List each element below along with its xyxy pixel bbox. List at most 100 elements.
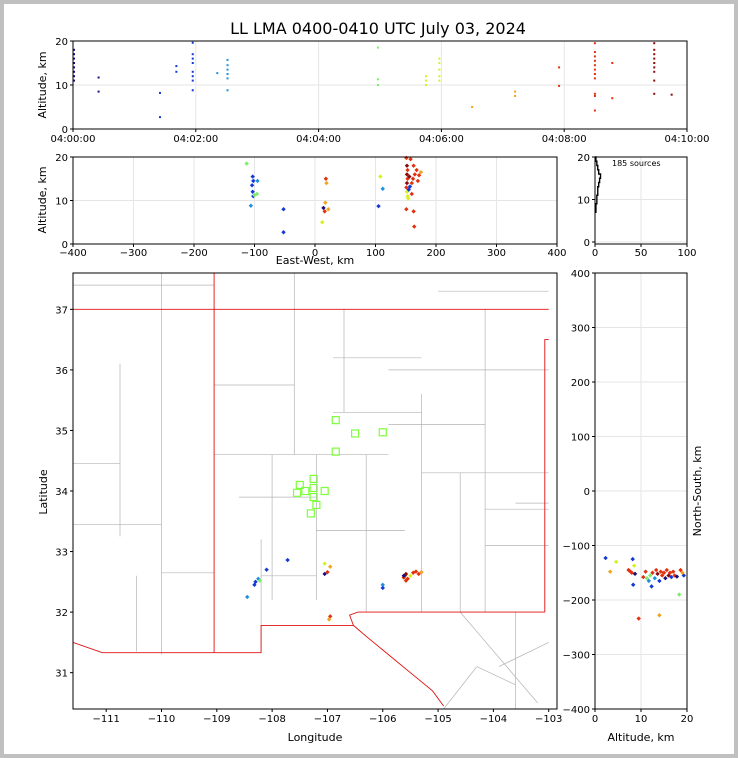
county-line <box>459 611 538 704</box>
source-point <box>672 573 677 578</box>
plan-view-map: −111 −110 −109 −108 −107 −106 −105 −104 −103 31 32… <box>37 272 562 744</box>
station-marker <box>295 480 304 490</box>
tick-label: 50 <box>635 248 648 259</box>
source-point <box>323 200 328 205</box>
tick-label: 33 <box>55 548 68 559</box>
figure-title: LL LMA 0400-0410 UTC July 03, 2024 <box>230 19 526 38</box>
source-point <box>321 205 326 211</box>
source-point <box>191 41 194 44</box>
altitude-time-panel: 04:00:00 04:02:00 04:04:00 04:06:00 04:08:00… <box>36 37 709 145</box>
source-point <box>425 75 428 78</box>
source-point <box>281 230 286 235</box>
source-point <box>376 46 379 49</box>
p5-xlabel: Altitude, km <box>607 731 674 744</box>
source-point <box>408 573 413 578</box>
source-point <box>404 163 410 168</box>
source-point <box>607 569 613 574</box>
source-point <box>376 78 379 81</box>
histogram-annotation: 185 sources <box>612 159 661 168</box>
source-point <box>257 578 263 583</box>
source-point <box>412 224 417 229</box>
source-point <box>322 561 327 566</box>
source-point <box>646 578 652 584</box>
state-border <box>349 611 545 626</box>
source-point <box>380 585 385 591</box>
source-point <box>378 174 383 179</box>
source-point <box>671 569 676 574</box>
source-point <box>322 571 327 577</box>
source-point <box>558 84 561 87</box>
source-point <box>653 79 656 82</box>
source-point <box>281 207 286 212</box>
tick-label: 10 <box>55 81 68 92</box>
source-point <box>657 578 662 584</box>
station-marker <box>292 488 302 497</box>
p2-xlabel: East-West, km <box>276 254 354 267</box>
source-point <box>593 92 596 95</box>
source-point <box>636 616 641 621</box>
station-marker <box>320 486 329 496</box>
figure-frame: LL LMA 0400-0410 UTC July 03, 2024 04:00… <box>4 4 734 754</box>
source-point <box>191 53 194 56</box>
source-point <box>252 193 257 198</box>
source-point <box>175 65 178 68</box>
source-point <box>611 97 614 100</box>
source-point <box>632 571 638 577</box>
source-point <box>630 582 636 587</box>
tick-label: 10 <box>635 714 648 725</box>
station-marker <box>331 416 340 425</box>
altitude-east-west-panel: −400 −300 −200 −100 0 100 200 300 400 0 10 20 East-… <box>36 153 567 267</box>
p2-ylabel: Altitude, km <box>36 166 49 233</box>
source-point <box>191 57 194 60</box>
source-point <box>653 70 656 73</box>
tick-label: −300 <box>563 651 590 662</box>
station-marker <box>378 428 387 437</box>
source-point <box>681 573 686 578</box>
source-point <box>438 57 441 60</box>
tick-label: −108 <box>258 714 285 725</box>
source-point <box>322 209 327 214</box>
tick-label: 04:06:00 <box>419 134 464 145</box>
source-point <box>404 155 409 161</box>
source-point <box>670 93 673 96</box>
source-point <box>593 64 596 67</box>
source-point <box>603 555 608 561</box>
source-point <box>657 613 662 618</box>
source-point <box>653 42 656 45</box>
source-point <box>73 70 76 73</box>
station-marker <box>351 429 360 438</box>
source-point <box>630 556 635 562</box>
source-point <box>409 191 414 197</box>
source-point <box>97 90 100 93</box>
tick-label: 0 <box>62 240 68 251</box>
tick-label: 20 <box>577 153 590 164</box>
source-point <box>416 571 421 577</box>
tick-label: 36 <box>55 366 68 377</box>
source-point <box>613 559 619 565</box>
source-point <box>404 180 410 186</box>
source-point <box>73 66 76 69</box>
state-border <box>544 339 549 613</box>
tick-label: 100 <box>366 248 385 259</box>
source-point <box>326 617 332 622</box>
tick-label: 10 <box>577 196 590 207</box>
source-point <box>405 176 410 181</box>
source-point <box>405 167 410 173</box>
state-border <box>353 625 444 707</box>
source-point <box>649 584 654 589</box>
source-point <box>403 571 409 577</box>
tick-label: −105 <box>424 714 451 725</box>
p1-ylabel: Altitude, km <box>36 51 49 118</box>
source-point <box>411 209 416 214</box>
tick-label: −100 <box>241 248 268 259</box>
source-point <box>514 95 517 97</box>
source-point <box>653 62 656 64</box>
source-point <box>648 573 653 578</box>
lma-figure: LL LMA 0400-0410 UTC July 03, 2024 04:00… <box>36 19 709 744</box>
source-point <box>438 62 441 64</box>
source-point <box>415 178 421 184</box>
source-point <box>226 89 229 92</box>
source-point <box>653 57 656 60</box>
source-point <box>191 79 194 82</box>
tick-label: 200 <box>571 378 590 389</box>
